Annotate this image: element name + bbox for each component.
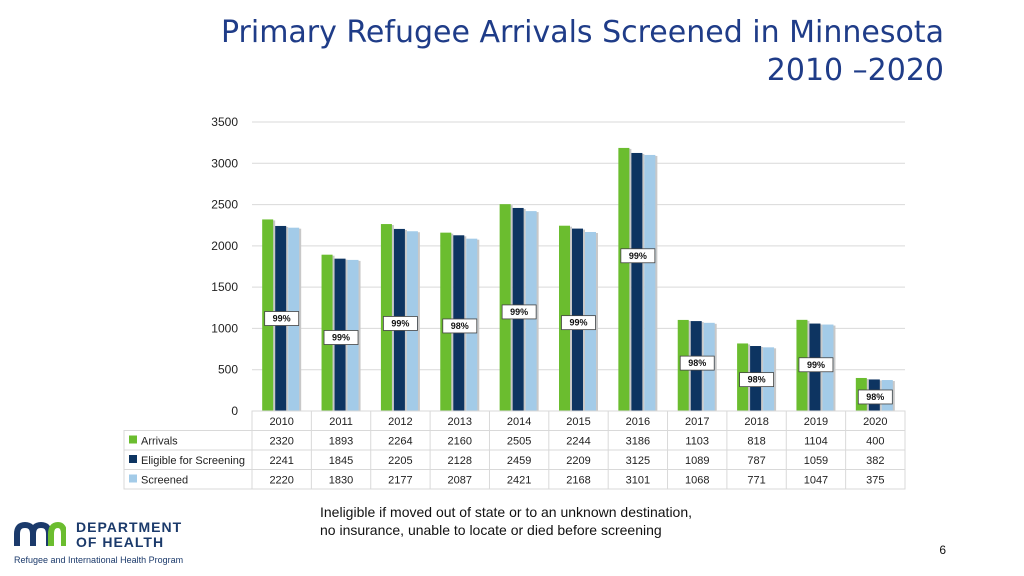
table-cell: 3125	[626, 455, 650, 467]
percent-label: 98%	[866, 392, 884, 402]
table-cell: 2241	[269, 455, 293, 467]
legend-swatch	[129, 455, 137, 463]
footnote-line2: no insurance, unable to locate or died b…	[320, 522, 662, 538]
x-tick-label: 2018	[744, 416, 768, 428]
legend-swatch	[129, 435, 137, 444]
table-cell: 2220	[269, 475, 293, 487]
y-tick-label: 1000	[211, 321, 238, 335]
chart-title: Primary Refugee Arrivals Screened in Min…	[221, 14, 944, 90]
table-cell: 771	[747, 475, 765, 487]
x-tick-label: 2019	[804, 416, 828, 428]
footnote: Ineligible if moved out of state or to a…	[320, 503, 692, 539]
x-tick-label: 2016	[626, 416, 650, 428]
table-cell: 2177	[388, 475, 412, 487]
program-name: Refugee and International Health Program	[14, 555, 184, 565]
percent-label-box	[264, 311, 300, 326]
bar-arrivals	[618, 147, 630, 411]
percent-label: 98%	[451, 321, 469, 331]
percent-label: 99%	[807, 360, 825, 370]
table-cell: 1845	[329, 455, 353, 467]
y-tick-label: 1500	[211, 280, 238, 294]
percent-label-box	[857, 389, 893, 405]
table-cell: 2168	[566, 475, 590, 487]
y-tick-label: 3500	[211, 115, 238, 129]
bar-chart: 0 500 1000 1500 2000 2500 3000 3500 99% 99% 99% 98%…	[123, 115, 906, 490]
x-tick-label: 2017	[685, 416, 709, 428]
percent-label: 98%	[748, 375, 766, 385]
table-cell: 787	[747, 455, 765, 467]
table-cell: 1089	[685, 455, 709, 467]
table-cell: 2320	[269, 436, 293, 448]
legend-label: Eligible for Screening	[141, 455, 245, 467]
legend-swatch	[129, 474, 137, 483]
percent-label: 99%	[273, 314, 291, 324]
legend-label: Screened	[141, 475, 188, 487]
percent-label: 99%	[629, 251, 647, 261]
bar-eligible-for-screening	[631, 152, 643, 411]
x-tick-label: 2015	[566, 416, 590, 428]
bar-screened	[644, 154, 656, 412]
table-cell: 2244	[566, 436, 590, 448]
table-cell: 818	[747, 436, 765, 448]
table-cell: 2160	[448, 436, 472, 448]
footnote-line1: Ineligible if moved out of state or to a…	[320, 504, 693, 520]
y-tick-label: 3000	[211, 156, 238, 170]
y-tick-label: 2000	[211, 239, 238, 253]
page-number: 6	[939, 543, 946, 557]
table-cell: 1068	[685, 475, 709, 487]
percent-label-box	[739, 372, 774, 388]
department-line1: DEPARTMENT	[76, 519, 183, 535]
y-tick-label: 500	[218, 363, 238, 377]
percent-label: 98%	[688, 358, 706, 368]
table-cell: 400	[866, 436, 884, 448]
percent-label: 99%	[332, 333, 350, 343]
department-name: DEPARTMENT OF HEALTH	[76, 520, 182, 550]
x-tick-label: 2020	[863, 416, 887, 428]
table-cell: 2205	[388, 455, 412, 467]
table-cell: 1103	[685, 436, 709, 448]
percent-label-box	[323, 330, 359, 345]
percent-label-box	[620, 248, 656, 264]
percent-label-box	[679, 355, 715, 371]
y-tick-label: 2500	[211, 198, 238, 212]
legend-label: Arrivals	[141, 436, 178, 448]
table-cell: 1893	[329, 436, 353, 448]
table-cell: 382	[866, 455, 884, 467]
percent-label: 99%	[510, 307, 528, 317]
table-cell: 2128	[448, 455, 472, 467]
x-tick-label: 2010	[269, 416, 293, 428]
percent-label: 99%	[391, 318, 409, 328]
table-cell: 1104	[804, 436, 828, 448]
table-cell: 2209	[566, 455, 590, 467]
table-cell: 3186	[626, 436, 650, 448]
table-cell: 2459	[507, 455, 531, 467]
y-tick-label: 0	[231, 404, 238, 418]
table-cell: 3101	[626, 475, 650, 487]
table-cell: 1059	[804, 455, 828, 467]
table-cell: 2264	[388, 436, 412, 448]
mn-logo-icon	[14, 522, 66, 546]
table-cell: 2421	[507, 475, 531, 487]
table-cell: 1047	[804, 475, 828, 487]
percent-label-box	[501, 304, 537, 320]
percent-label-box	[383, 316, 418, 331]
percent-label-box	[442, 318, 478, 334]
x-tick-label: 2014	[507, 416, 531, 428]
x-tick-label: 2011	[329, 416, 353, 428]
chart-title-line2: 2010 –2020	[766, 53, 944, 88]
table-cell: 375	[866, 475, 884, 487]
percent-label: 99%	[569, 318, 587, 328]
table-cell: 2505	[507, 436, 531, 448]
table-cell: 1830	[329, 475, 353, 487]
percent-label-box	[798, 357, 834, 373]
percent-label-box	[561, 315, 596, 331]
x-tick-label: 2013	[448, 416, 472, 428]
chart-title-line1: Primary Refugee Arrivals Screened in Min…	[220, 15, 944, 50]
table-cell: 2087	[448, 475, 472, 487]
x-tick-label: 2012	[388, 416, 412, 428]
department-line2: OF HEALTH	[76, 534, 165, 550]
